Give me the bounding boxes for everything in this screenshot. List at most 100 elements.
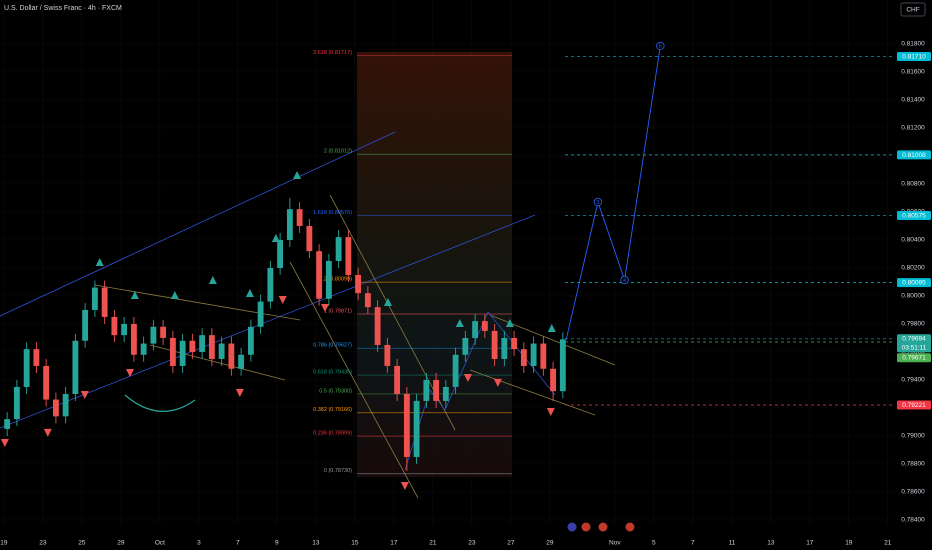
signal-down xyxy=(278,296,287,305)
channel-lower xyxy=(0,214,536,429)
candle-body xyxy=(530,343,537,366)
candle-body xyxy=(325,260,332,299)
signal-up xyxy=(208,276,217,284)
candle-body xyxy=(169,337,176,366)
candle-body xyxy=(189,340,196,352)
candle-body xyxy=(140,343,147,355)
channel-upper xyxy=(0,131,396,317)
event-icon[interactable] xyxy=(598,522,608,532)
signal-up xyxy=(547,324,556,333)
event-icon[interactable] xyxy=(581,522,591,532)
trend-line xyxy=(289,261,419,499)
candle-body xyxy=(335,237,342,261)
price-tag xyxy=(897,210,931,220)
candle-body xyxy=(62,393,69,417)
y-tick-label: 0.80000 xyxy=(901,293,925,300)
candle-body xyxy=(13,386,20,420)
candle-body xyxy=(208,335,215,359)
fib-level-label: 0.236 (0.78999) xyxy=(313,431,352,437)
candle-body xyxy=(462,337,469,355)
candle-body xyxy=(442,386,449,401)
candle-body xyxy=(520,349,527,366)
candle-body xyxy=(501,337,508,359)
candle-body xyxy=(403,393,410,457)
wave-path xyxy=(565,45,661,341)
price-tag xyxy=(897,400,931,410)
candle-body xyxy=(550,368,557,392)
price-tag-label: 0.79671 xyxy=(902,355,926,362)
candles xyxy=(4,197,566,471)
price-tag-label: 0.81008 xyxy=(902,152,926,159)
fib-level-label: 0.382 (0.79166) xyxy=(313,407,352,413)
signal-down xyxy=(463,374,472,382)
candle-body xyxy=(82,309,89,341)
candle-body xyxy=(91,287,98,310)
x-tick-label: 13 xyxy=(767,540,775,547)
signal-down xyxy=(493,378,502,387)
x-tick-label: Oct xyxy=(155,540,165,547)
currency-label[interactable]: CHF xyxy=(906,7,919,14)
candle-body xyxy=(540,343,547,369)
candle-body xyxy=(306,225,313,252)
candle-body xyxy=(52,399,59,417)
price-tag xyxy=(897,334,931,353)
candle-body xyxy=(160,326,167,338)
signal-down xyxy=(320,304,329,312)
candle-body xyxy=(150,326,157,344)
candle-body xyxy=(452,354,459,387)
fib-level-label: 0.5 (0.79300) xyxy=(319,388,352,394)
candle-body xyxy=(247,326,254,355)
candle-body xyxy=(111,316,118,336)
x-tick-label: 7 xyxy=(236,540,240,547)
fib-extension-box xyxy=(357,52,512,477)
candle-body xyxy=(72,340,79,394)
signal-up xyxy=(245,289,254,298)
x-tick-label: 27 xyxy=(507,540,515,547)
fib-level-label: 0.618 (0.79435) xyxy=(313,370,352,376)
price-tag-label: 0.79221 xyxy=(902,402,926,409)
wave-point xyxy=(656,41,665,51)
wave-projection: 3 4 5 xyxy=(565,41,665,341)
candle-body xyxy=(413,400,420,457)
x-tick-label: 29 xyxy=(546,540,554,547)
signal-down xyxy=(0,438,9,447)
candle-body xyxy=(43,365,50,400)
y-tick-label: 0.79000 xyxy=(901,433,925,440)
signals xyxy=(0,171,556,490)
y-tick-label: 0.81600 xyxy=(901,69,925,76)
x-tick-label: 15 xyxy=(351,540,359,547)
candle-body xyxy=(286,209,293,240)
signal-up xyxy=(170,290,179,299)
price-tag-label: 0.80095 xyxy=(902,280,926,287)
y-tick-label: 0.78600 xyxy=(901,489,925,496)
candle-body xyxy=(316,251,323,299)
candle-body xyxy=(4,419,11,429)
trend-line xyxy=(94,284,301,321)
candle-body xyxy=(101,287,108,317)
signal-down xyxy=(80,390,89,399)
event-icon[interactable] xyxy=(567,522,577,532)
currency-button[interactable] xyxy=(900,2,926,17)
signal-up xyxy=(384,297,393,306)
chart-title: U.S. Dollar / Swiss Franc · 4h · FXCM xyxy=(4,5,122,12)
y-tick-label: 0.80800 xyxy=(901,181,925,188)
signal-down xyxy=(43,428,52,437)
y-tick-label: 0.81800 xyxy=(901,41,925,48)
y-tick-label: 0.81400 xyxy=(901,97,925,104)
fib-level-label: 1.2 (0.80099) xyxy=(319,277,352,283)
x-tick-label: 3 xyxy=(197,540,201,547)
candle-body xyxy=(355,274,362,294)
x-tick-label: 17 xyxy=(806,540,814,547)
y-tick-label: 0.80400 xyxy=(901,237,925,244)
price-tag-label: 0.80575 xyxy=(902,212,926,219)
signal-down xyxy=(235,388,244,397)
event-icon[interactable] xyxy=(625,522,635,532)
candle-body xyxy=(277,239,284,268)
x-tick-label: Nov xyxy=(609,540,621,547)
candle-body xyxy=(218,343,225,359)
signal-down xyxy=(125,368,134,377)
wave-label: 5 xyxy=(659,44,662,50)
x-tick-label: 19 xyxy=(845,540,853,547)
